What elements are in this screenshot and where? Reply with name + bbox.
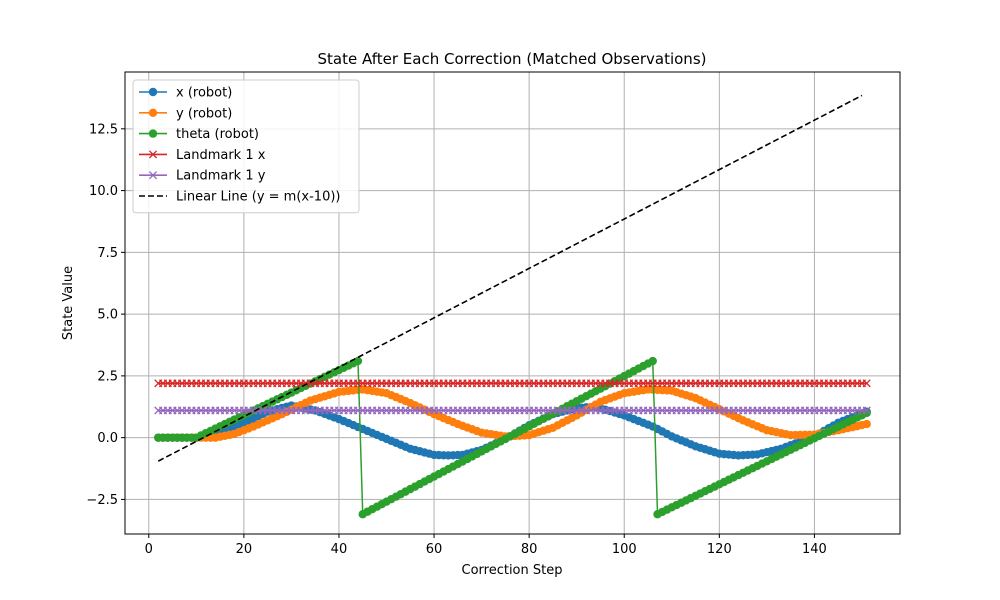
y-tick-label: 7.5 [97, 246, 118, 261]
series-3 [154, 379, 871, 388]
chart-title: State After Each Correction (Matched Obs… [318, 50, 707, 68]
series-4 [154, 406, 871, 415]
legend: x (robot) y (robot) theta (robot) Landmark … [132, 79, 360, 214]
legend-marker [148, 129, 158, 138]
y-tick-label: 12.5 [89, 122, 118, 137]
series-2 [154, 356, 871, 519]
legend-label: Landmark 1 y [176, 169, 266, 184]
y-tick-label: 5.0 [97, 308, 118, 323]
x-axis-label: Correction Step [462, 563, 563, 578]
tick-layer: 0 20 40 60 80 100 120 140 −2.5 0.0 2.5 5.0 7.5 10.0 12… [86, 122, 826, 557]
legend-label: theta (robot) [176, 127, 259, 142]
y-tick-label: −2.5 [86, 493, 118, 508]
legend-label: Linear Line (y = m(x-10)) [176, 190, 341, 205]
legend-marker [148, 87, 158, 97]
data-point [648, 356, 657, 366]
y-tick-label: 0.0 [97, 431, 118, 446]
legend-marker [148, 171, 158, 180]
x-tick-label: 0 [145, 542, 153, 557]
legend-label: Landmark 1 x [176, 148, 266, 163]
x-tick-label: 20 [236, 542, 253, 557]
legend-entry: y (robot) [139, 106, 232, 121]
legend-marker [148, 150, 158, 159]
data-point [353, 356, 363, 366]
legend-label: y (robot) [176, 106, 232, 121]
legend-entry: Linear Line (y = m(x-10)) [139, 190, 341, 205]
series-5 [157, 94, 863, 462]
plot-frame [124, 71, 901, 535]
x-tick-label: 40 [331, 542, 348, 557]
data-point [862, 419, 871, 429]
series-layer [154, 94, 871, 519]
x-tick-label: 100 [612, 542, 637, 557]
legend-entry: theta (robot) [139, 127, 259, 142]
x-tick-label: 140 [802, 542, 827, 557]
y-tick-label: 2.5 [97, 369, 118, 384]
legend-box [132, 79, 360, 214]
legend-entry: Landmark 1 x [139, 148, 266, 163]
data-point [862, 379, 871, 388]
y-axis-label: State Value [61, 266, 76, 340]
data-point [862, 406, 871, 415]
series-line [157, 94, 863, 462]
legend-entry: Landmark 1 y [139, 169, 266, 184]
legend-marker [148, 108, 158, 118]
y-tick-label: 10.0 [89, 184, 118, 199]
legend-entry: x (robot) [139, 86, 232, 101]
legend-label: x (robot) [176, 86, 232, 101]
x-tick-label: 80 [521, 542, 538, 557]
x-tick-label: 60 [426, 542, 443, 557]
x-tick-label: 120 [707, 542, 732, 557]
